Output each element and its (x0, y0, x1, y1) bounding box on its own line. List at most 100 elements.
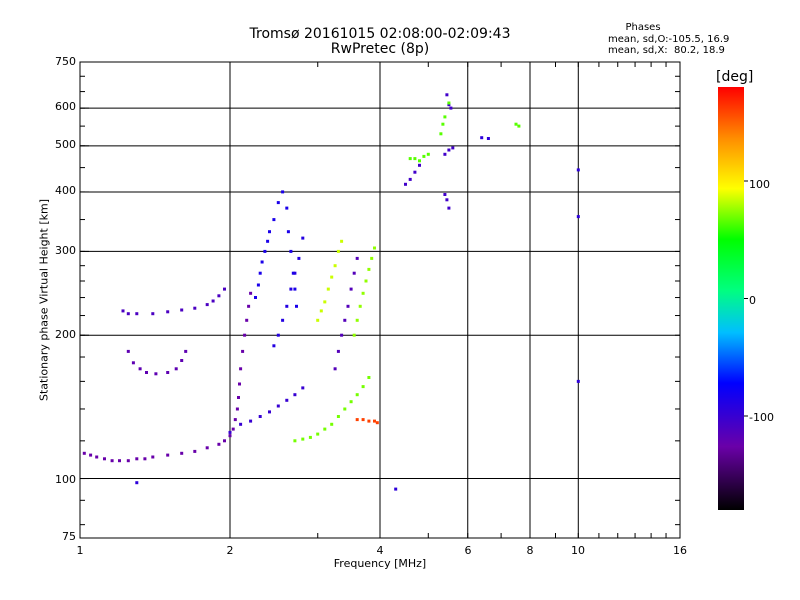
plot-grid (80, 62, 680, 538)
phases-stats-o: mean, sd,O:-105.5, 16.9 (608, 34, 730, 45)
y-tick-label: 100 (55, 473, 76, 486)
echo-point (422, 154, 426, 158)
echo-point (370, 256, 374, 260)
echo-point (272, 218, 276, 222)
echo-point (193, 449, 197, 453)
echo-point (135, 312, 139, 316)
echo-point (367, 419, 371, 423)
echo-point (166, 453, 170, 457)
echo-point (121, 309, 125, 313)
echo-point (355, 318, 359, 322)
echo-point (408, 157, 412, 161)
echo-point (404, 182, 407, 186)
echo-point (447, 206, 451, 210)
echo-point (355, 256, 359, 260)
echo-point (418, 159, 421, 163)
echo-point (343, 318, 347, 322)
echo-point (243, 333, 247, 337)
echo-point (361, 291, 365, 295)
echo-point (205, 303, 209, 307)
echo-point (340, 333, 344, 337)
x-axis-label: Frequency [MHz] (333, 557, 427, 570)
echo-point (193, 306, 197, 310)
y-tick-label: 600 (55, 100, 76, 113)
colorbar-tick-label: 100 (749, 178, 770, 191)
y-tick-label: 75 (62, 530, 76, 543)
echo-point (293, 439, 297, 443)
echo-point (441, 122, 445, 126)
echo-point (126, 459, 130, 463)
echo-point (180, 451, 184, 455)
x-tick-label: 1 (76, 544, 84, 557)
echo-point (447, 148, 451, 152)
echo-point (336, 349, 340, 353)
chart-title: Tromsø 20161015 02:08:00-02:09:43 (249, 26, 511, 42)
y-tick-label: 200 (55, 328, 76, 341)
axis-ticks (79, 61, 748, 539)
echo-point (89, 453, 93, 457)
echo-point (297, 256, 301, 260)
echo-point (145, 371, 148, 374)
echo-point (135, 481, 139, 485)
echo-point (361, 418, 365, 422)
echo-point (285, 398, 289, 402)
echo-point (211, 299, 215, 303)
echo-point (239, 422, 243, 426)
echo-point (439, 132, 443, 136)
echo-point (343, 407, 347, 411)
echo-point (336, 415, 340, 418)
echo-point (316, 432, 320, 436)
echo-point (281, 190, 285, 194)
echo-point (217, 294, 221, 298)
echo-point (289, 287, 293, 291)
echo-point (154, 372, 158, 376)
echo-point (364, 279, 368, 283)
echo-point (447, 101, 451, 105)
echo-point (517, 124, 521, 128)
echo-point (361, 385, 365, 389)
echo-point (228, 430, 232, 434)
echo-point (367, 267, 371, 271)
echo-point (301, 236, 305, 240)
echo-point (319, 309, 323, 313)
echo-point (247, 304, 251, 308)
echo-point (268, 410, 271, 414)
phases-stats-title: Phases (625, 22, 661, 33)
echo-point (293, 287, 297, 291)
y-tick-label: 300 (55, 244, 76, 257)
echo-point (238, 382, 241, 386)
echo-point (413, 157, 417, 161)
echo-point (151, 312, 155, 316)
x-tick-label: 10 (571, 544, 585, 557)
echo-point (349, 400, 353, 404)
echo-point (180, 359, 184, 362)
echo-point (301, 386, 305, 390)
echo-point (291, 271, 295, 275)
echo-point (184, 349, 188, 353)
echo-point (223, 439, 226, 443)
echo-point (143, 457, 147, 461)
echo-point (286, 230, 290, 234)
echo-point (373, 246, 376, 250)
data-points (82, 93, 580, 491)
echo-point (151, 455, 155, 459)
echo-point (451, 146, 455, 150)
echo-point (373, 419, 376, 423)
echo-point (276, 404, 280, 408)
echo-point (358, 304, 362, 308)
echo-point (256, 283, 260, 287)
echo-point (276, 201, 280, 205)
echo-point (223, 287, 226, 291)
y-tick-label: 750 (55, 55, 76, 68)
echo-point (285, 206, 289, 210)
echo-point (413, 170, 417, 174)
echo-point (258, 415, 262, 418)
echo-point (330, 275, 334, 279)
colorbar-tick-label: -100 (749, 411, 774, 424)
echo-point (326, 287, 330, 291)
echo-point (316, 318, 320, 322)
colorbar (718, 87, 744, 510)
echo-point (480, 136, 484, 140)
echo-point (301, 437, 305, 441)
echo-point (443, 115, 447, 119)
